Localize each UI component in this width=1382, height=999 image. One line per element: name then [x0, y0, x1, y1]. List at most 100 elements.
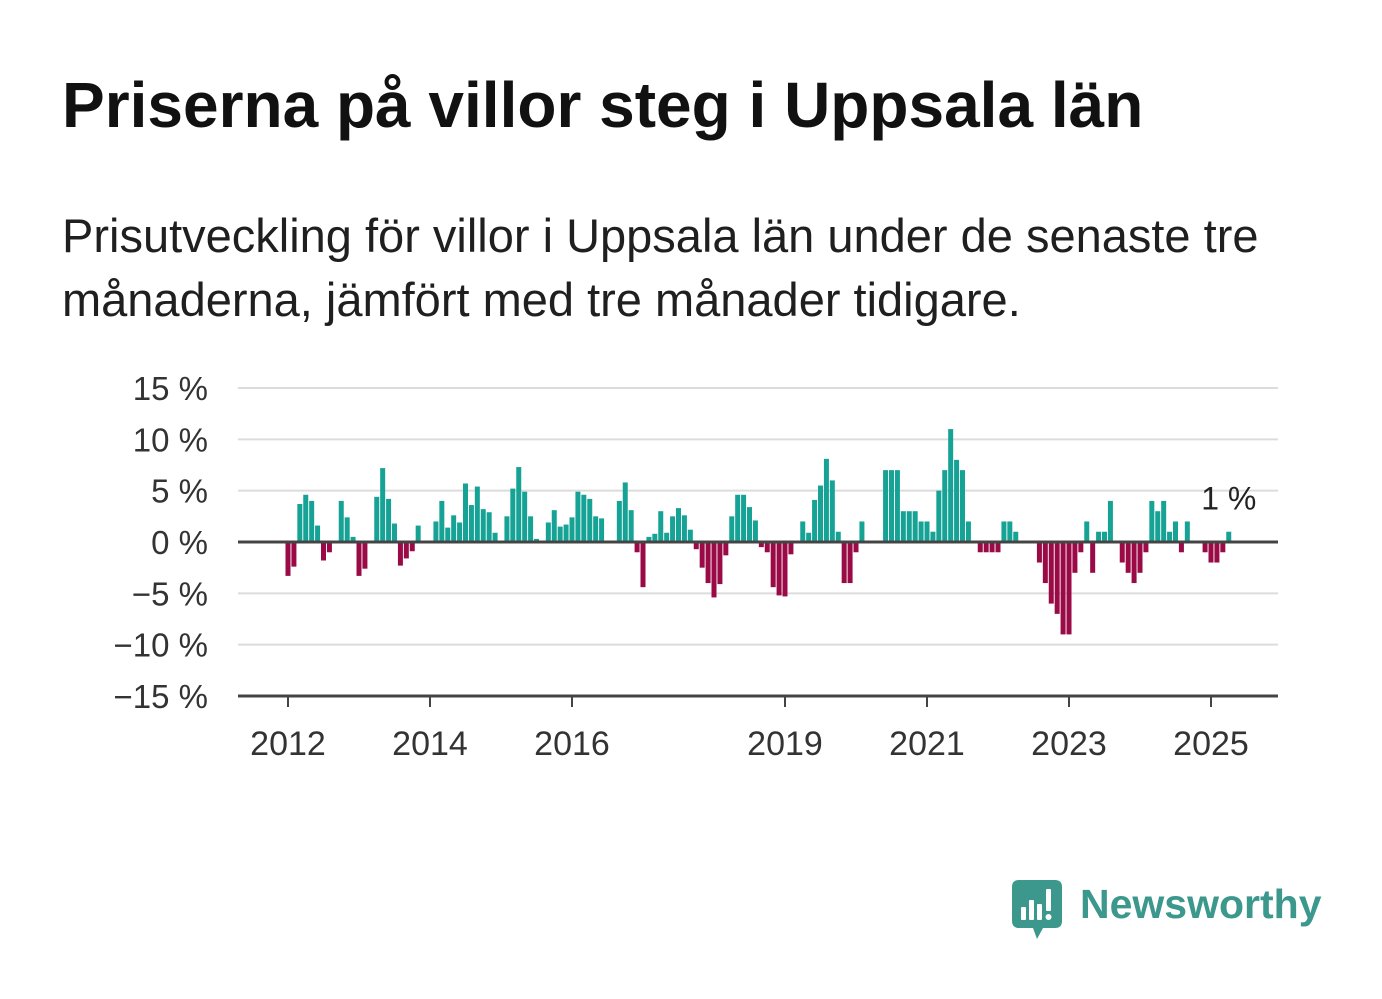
- bar: [534, 538, 539, 542]
- y-tick-label: −10 %: [114, 627, 209, 664]
- bar: [557, 526, 563, 542]
- bar: [954, 459, 960, 542]
- bar: [782, 542, 788, 597]
- x-tick-label: 2016: [534, 725, 610, 763]
- bar: [752, 520, 758, 542]
- bar: [936, 490, 942, 542]
- bar: [829, 480, 835, 542]
- bar: [818, 485, 823, 542]
- bar: [1155, 511, 1161, 542]
- bar: [1054, 542, 1060, 614]
- axes: [238, 540, 1278, 707]
- y-tick-label: 10 %: [133, 421, 208, 458]
- bar: [291, 542, 297, 567]
- bar: [906, 511, 912, 542]
- bar: [599, 518, 605, 542]
- bar: [315, 525, 321, 542]
- bar: [1167, 531, 1173, 542]
- bar: [516, 467, 522, 542]
- bar: [670, 516, 676, 542]
- bar: [812, 499, 818, 542]
- bar: [806, 532, 812, 542]
- bar: [397, 542, 403, 566]
- y-axis-labels: 15 % 10 % 5 % 0 % −5 % −10 % −15 %: [114, 370, 209, 715]
- bar: [374, 496, 380, 542]
- bar: [681, 515, 687, 542]
- bar: [1001, 521, 1007, 542]
- bar: [900, 511, 906, 542]
- bar: [1143, 542, 1149, 553]
- bar: [380, 468, 386, 542]
- bar: [705, 542, 711, 584]
- bar: [386, 498, 392, 542]
- bar: [593, 516, 599, 542]
- bar: [729, 516, 735, 542]
- y-tick-label: −5 %: [132, 575, 208, 612]
- bar: [528, 516, 534, 542]
- bar: [747, 507, 752, 542]
- bar: [693, 542, 699, 550]
- bar: [1161, 500, 1167, 542]
- bar: [309, 500, 315, 542]
- bar: [468, 505, 474, 542]
- y-tick-label: 5 %: [151, 473, 208, 510]
- bar: [1042, 542, 1048, 584]
- bar: [551, 510, 557, 542]
- bar: [1137, 542, 1143, 573]
- bar: [616, 500, 622, 542]
- latest-value-label: 1 %: [1201, 481, 1256, 517]
- bar: [303, 494, 309, 542]
- bar: [942, 470, 948, 542]
- bar: [823, 458, 829, 542]
- bar: [1066, 542, 1072, 635]
- bar: [1078, 542, 1084, 553]
- bar: [989, 542, 995, 553]
- x-tick-label: 2019: [747, 725, 823, 763]
- bar: [664, 532, 670, 542]
- bar: [1214, 542, 1220, 563]
- bar: [1149, 500, 1155, 542]
- x-tick-label: 2012: [250, 725, 326, 763]
- bar: [776, 542, 782, 596]
- bar: [930, 531, 936, 542]
- bar: [894, 470, 900, 542]
- bar: [1036, 542, 1042, 563]
- bar: [658, 511, 664, 542]
- newsworthy-logo-icon: [1012, 880, 1062, 939]
- bar: [788, 542, 794, 555]
- bar: [522, 491, 528, 542]
- chart-title: Priserna på villor steg i Uppsala län: [62, 69, 1144, 141]
- bar: [924, 521, 930, 542]
- bar: [1131, 542, 1137, 584]
- bar: [1220, 542, 1226, 553]
- bar: [445, 527, 451, 542]
- bar: [912, 511, 918, 542]
- bar: [859, 521, 865, 542]
- bar: [457, 522, 463, 542]
- bar: [474, 486, 480, 542]
- bar: [1102, 531, 1107, 542]
- bar: [504, 516, 510, 542]
- bar: [486, 512, 492, 542]
- bar: [965, 521, 971, 542]
- bar: [297, 504, 303, 542]
- bar: [889, 470, 894, 542]
- bar: [510, 488, 516, 542]
- bar: [575, 491, 581, 542]
- bar: [321, 542, 326, 561]
- gridlines: [238, 387, 1278, 646]
- bar: [350, 536, 356, 542]
- bar: [403, 542, 409, 559]
- bar: [948, 429, 954, 542]
- x-tick-label: 2023: [1031, 725, 1107, 763]
- bar: [1007, 521, 1013, 542]
- bar: [1096, 531, 1102, 542]
- bar: [628, 510, 634, 542]
- bar: [699, 542, 705, 568]
- bar: [717, 542, 723, 585]
- bar: [634, 542, 640, 553]
- bar: [883, 470, 889, 542]
- bar: [841, 542, 847, 584]
- bar: [492, 532, 498, 542]
- bar: [587, 498, 593, 542]
